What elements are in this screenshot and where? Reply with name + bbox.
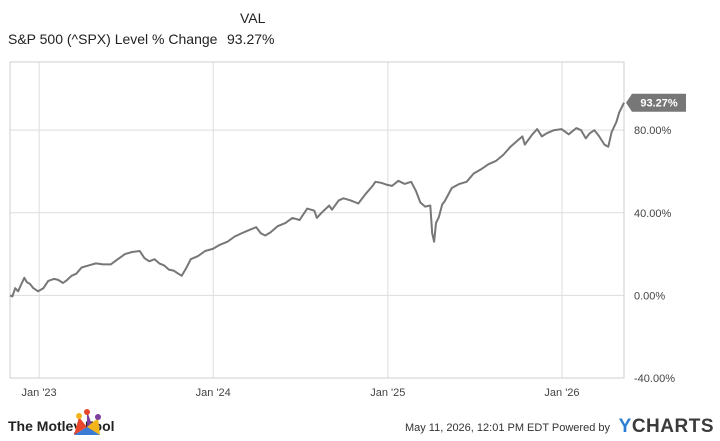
x-tick-labels: Jan '23 Jan '24 Jan '25 Jan '26 (22, 387, 580, 399)
x-tick-label: Jan '24 (196, 387, 231, 399)
y-tick-label: 80.00% (634, 125, 672, 137)
footer: The Motley Fool May 11, 2026, 12:01 PM E… (0, 405, 720, 441)
jester-hat-icon (74, 409, 101, 435)
y-tick-labels: -40.00% 0.00% 40.00% 80.00% (634, 125, 675, 385)
last-value-badge (626, 93, 686, 112)
x-tick-label: Jan '23 (22, 387, 57, 399)
ycharts-logo-y: Y (618, 416, 632, 437)
ycharts-logo: YCHARTS (619, 416, 714, 438)
legend-series-name: S&P 500 (^SPX) Level % Change (8, 31, 218, 47)
plot-border (9, 61, 625, 379)
legend-series-value: 93.27% (227, 31, 275, 47)
series-line (9, 102, 625, 298)
x-gridlines (38, 62, 563, 378)
y-gridlines (10, 129, 624, 379)
x-tick-label: Jan '26 (544, 387, 579, 399)
line-chart: -40.00%0.00%40.00%80.00% Jan '23 Jan '24 J… (9, 61, 686, 399)
x-tick-label: Jan '25 (370, 387, 405, 399)
ycharts-logo-rest: CHARTS (631, 416, 714, 437)
timestamp-powered-by: May 11, 2026, 12:01 PM EDT Powered by (404, 422, 610, 434)
last-value-label: 93.27% (640, 98, 678, 110)
series-layer (9, 102, 625, 298)
legend-row: S&P 500 (^SPX) Level % Change 93.27% (8, 31, 274, 47)
last-value-label-group: 93.27% (626, 93, 686, 112)
legend-header: VAL (240, 10, 266, 26)
y-tick-label: -40.00% (634, 373, 675, 385)
y-tick-label: 40.00% (634, 208, 672, 220)
y-tick-label: 0.00% (634, 290, 665, 302)
